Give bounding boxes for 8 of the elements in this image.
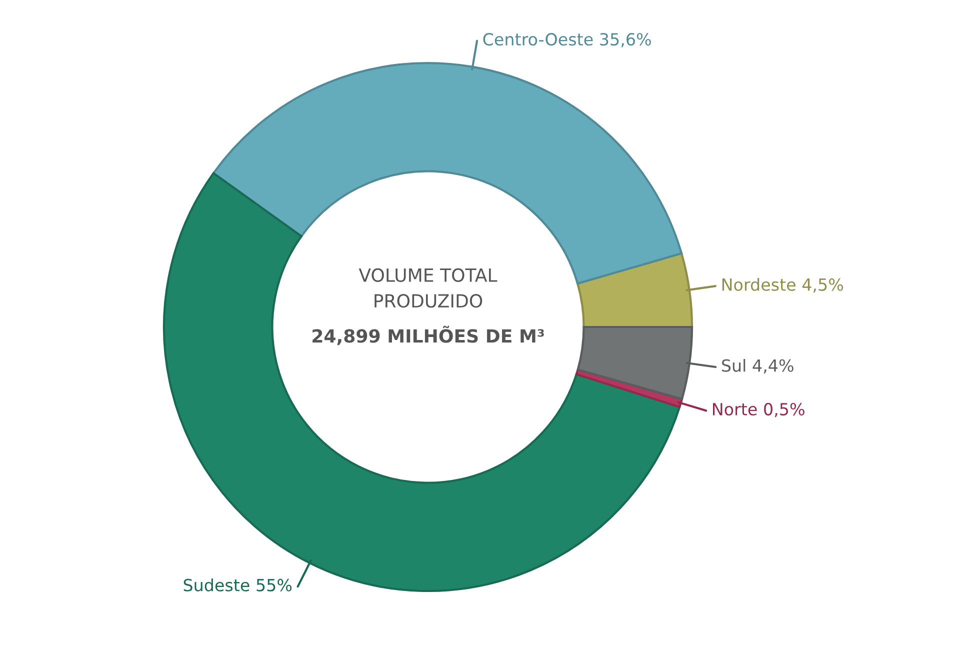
slice-label: Centro-Oeste 35,6% (483, 33, 651, 48)
slice-label: Norte 0,5% (713, 402, 804, 418)
slice-label: Nordeste 4,5% (722, 278, 844, 293)
donut-slice (162, 172, 681, 592)
slice-label: Sudeste 55% (184, 578, 292, 592)
text: VOLUME TOTAL PRODUZIDO (358, 268, 498, 308)
slice-label: Sul 4,4% (722, 358, 794, 374)
text: 24,899 MILHÕES DE M³ (312, 326, 544, 346)
